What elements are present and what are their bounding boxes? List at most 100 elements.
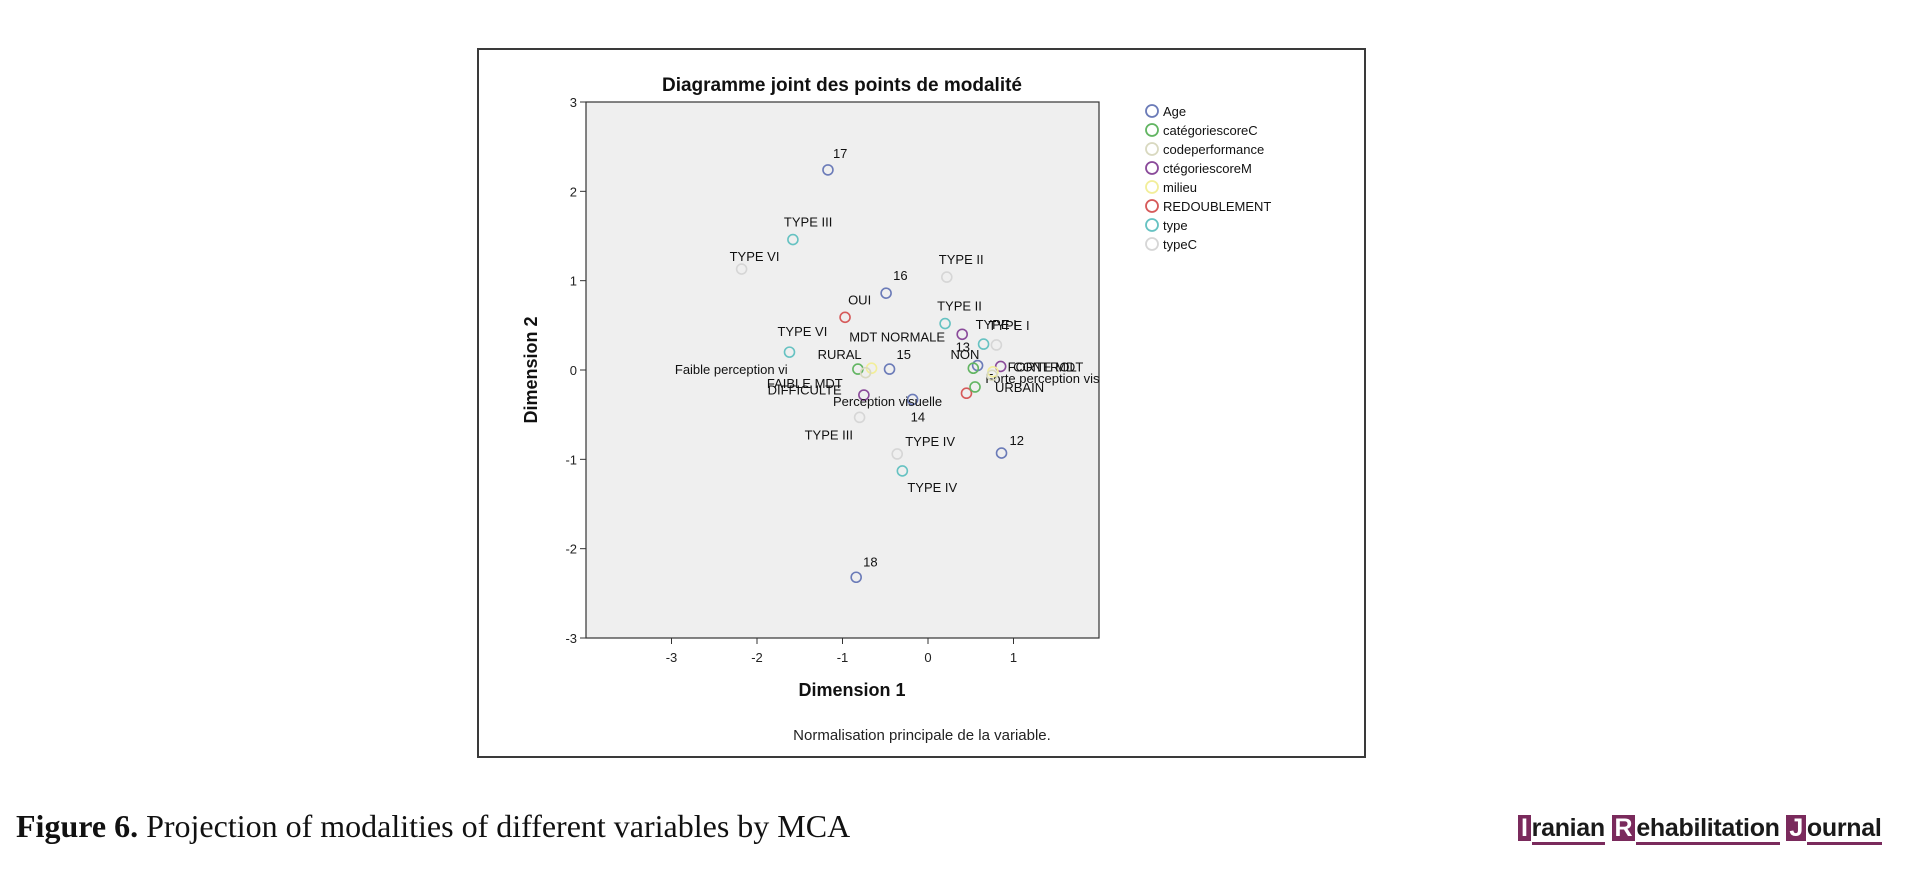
- data-point: [939, 317, 951, 330]
- point-label: 17: [833, 146, 847, 161]
- y-tick-label: -2: [565, 542, 577, 557]
- legend-marker: [1145, 104, 1159, 118]
- data-points: 17 16 15 14 13 12 18 TYPE III TYPE VI TYPE II TYPE…: [675, 146, 1100, 584]
- data-point: [994, 360, 1007, 373]
- point-label: TYPE II: [939, 252, 984, 267]
- journal-logo-cap-1: I: [1518, 815, 1531, 841]
- data-point: [995, 447, 1008, 459]
- journal-logo-cap-3: J: [1786, 815, 1806, 841]
- legend: Age catégoriescoreC codeperformance ctégori…: [1145, 104, 1271, 252]
- legend-label: ctégoriescoreM: [1163, 161, 1252, 176]
- data-point: [986, 369, 998, 382]
- point-label: 18: [863, 554, 877, 569]
- x-tick-label: -2: [751, 650, 763, 665]
- point-label: CONTROL: [1013, 359, 1077, 374]
- x-tick-label: -1: [837, 650, 849, 665]
- legend-marker: [1145, 180, 1159, 194]
- point-label: TYPE III: [784, 215, 832, 230]
- point-label: RURAL: [818, 347, 862, 362]
- chart-figure: Diagramme joint des points de modalité D…: [477, 48, 1366, 758]
- plot-area: [585, 101, 1100, 639]
- figure-caption-label: Figure 6.: [16, 808, 139, 844]
- data-point: [880, 287, 892, 299]
- point-label: Perception visuelle: [833, 394, 942, 409]
- legend-label: Age: [1163, 104, 1186, 119]
- data-point: [787, 233, 799, 246]
- point-label: TYPE III: [805, 427, 853, 442]
- point-label: 12: [1010, 433, 1024, 448]
- point-label: TYPE I: [988, 318, 1029, 333]
- point-label: TYPE VI: [777, 324, 827, 339]
- y-tick-label: 3: [570, 95, 577, 110]
- y-tick-label: 0: [570, 363, 577, 378]
- point-label: TYPE VI: [730, 249, 780, 264]
- y-tick-label: -1: [565, 452, 577, 467]
- point-label: TYPE IV: [905, 434, 955, 449]
- chart-note: Normalisation principale de la variable.: [793, 727, 1051, 744]
- legend-marker: [1145, 161, 1159, 175]
- data-point: [941, 271, 953, 283]
- data-point: [969, 381, 981, 393]
- x-tick-label: 1: [1010, 650, 1017, 665]
- data-point: [883, 363, 896, 375]
- x-tick-label: -3: [666, 650, 678, 665]
- legend-label: type: [1163, 218, 1188, 233]
- data-point: [896, 465, 909, 477]
- x-axis-ticks: -3 -2 -1 0 1: [666, 638, 1017, 665]
- data-point: [853, 411, 866, 424]
- point-label: TYPE IV: [907, 480, 957, 495]
- legend-label: codeperformance: [1163, 142, 1264, 157]
- legend-marker: [1145, 237, 1159, 251]
- y-axis-ticks: -3 -2 -1 0 1 2 3: [565, 95, 586, 646]
- journal-logo-word-1: ranian: [1531, 814, 1605, 845]
- point-label: 16: [893, 268, 907, 283]
- x-tick-label: 0: [924, 650, 931, 665]
- legend-marker: [1145, 123, 1159, 137]
- legend-label: typeC: [1163, 237, 1197, 252]
- y-axis-label: Dimension 2: [521, 316, 541, 423]
- data-point: [956, 328, 969, 341]
- data-point: [977, 338, 990, 350]
- y-tick-label: 2: [570, 184, 577, 199]
- point-label: 14: [911, 409, 925, 424]
- data-point: [859, 366, 872, 379]
- point-label: DIFFICULTE: [768, 383, 842, 398]
- journal-logo-cap-2: R: [1611, 815, 1636, 841]
- point-label: NON: [950, 347, 979, 362]
- data-point: [967, 362, 980, 375]
- figure-caption-text: Projection of modalities of different va…: [138, 808, 851, 844]
- data-point: [990, 339, 1003, 351]
- legend-marker: [1145, 199, 1159, 213]
- data-point: [891, 448, 904, 460]
- point-label: 13: [956, 340, 970, 355]
- journal-logo-word-3: ournal: [1806, 814, 1882, 845]
- point-label: TYPE I: [976, 317, 1017, 332]
- data-point: [783, 346, 796, 358]
- point-label: MDT NORMALE: [849, 329, 945, 344]
- journal-logo-word-2: ehabilitation: [1636, 814, 1780, 845]
- data-point: [839, 311, 851, 324]
- point-label: Forte perception vis: [985, 371, 1100, 386]
- figure-caption: Figure 6. Projection of modalities of di…: [16, 808, 850, 845]
- y-tick-label: -3: [565, 631, 577, 646]
- chart-title: Diagramme joint des points de modalité: [662, 75, 1022, 96]
- legend-marker: [1145, 142, 1159, 156]
- chart-svg: Diagramme joint des points de modalité D…: [521, 75, 1271, 744]
- data-point: [960, 387, 973, 400]
- data-point: [850, 571, 862, 584]
- x-axis-label: Dimension 1: [798, 680, 905, 700]
- legend-label: REDOUBLEMENT: [1163, 199, 1271, 214]
- data-point: [735, 263, 748, 275]
- point-label: FORTE MDT: [1008, 359, 1084, 374]
- point-label: Faible perception vi: [675, 362, 788, 377]
- point-label: OUI: [848, 292, 871, 307]
- legend-marker: [1145, 218, 1159, 232]
- point-label: TYPE II: [937, 299, 982, 314]
- point-label: URBAIN: [995, 380, 1044, 395]
- point-label: 15: [897, 347, 911, 362]
- data-point: [822, 164, 834, 176]
- point-label: FAIBLE MDT: [767, 376, 843, 391]
- data-point: [906, 393, 919, 406]
- data-point: [858, 389, 870, 401]
